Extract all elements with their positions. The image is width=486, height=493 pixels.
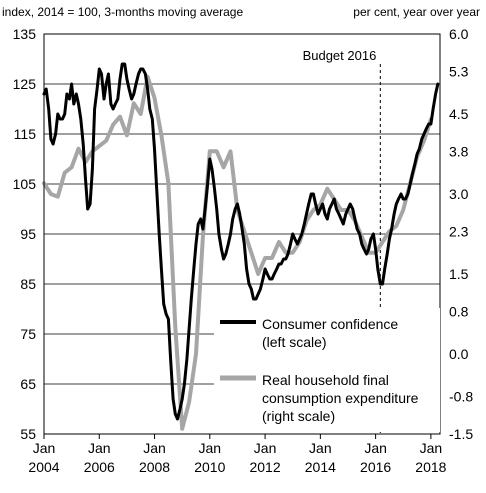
right-tick-label: 4.5	[449, 106, 469, 122]
budget-2016-label: Budget 2016	[303, 48, 377, 63]
x-tick-year: 2006	[84, 459, 115, 475]
x-axis-tick-labels: Jan 2004 Jan 2006 Jan 2008 Jan 2010 Jan 2012 Jan 20…	[28, 434, 447, 475]
x-tick-month: Jan	[143, 440, 166, 456]
x-tick-month: Jan	[420, 440, 443, 456]
left-axis-tick-labels: 135 125 115 105 95 85 75 65 55	[13, 26, 37, 442]
legend-background	[214, 308, 440, 432]
right-tick-label: 5.3	[449, 63, 469, 79]
right-tick-label: 1.5	[449, 266, 469, 282]
left-tick-label: 125	[13, 76, 37, 92]
x-tick-month: Jan	[364, 440, 387, 456]
right-tick-label: -1.5	[449, 426, 473, 442]
x-tick-month: Jan	[254, 440, 277, 456]
right-tick-label: -0.8	[449, 389, 473, 405]
legend-label: Real household final consumption expendit…	[262, 372, 419, 424]
legend-label: Consumer confidence (left scale)	[262, 316, 398, 350]
x-tick-year: 2014	[305, 459, 336, 475]
right-tick-label: 0.8	[449, 303, 469, 319]
x-tick-month: Jan	[309, 440, 332, 456]
left-tick-label: 55	[20, 426, 36, 442]
left-tick-label: 135	[13, 26, 37, 42]
right-tick-label: 0.0	[449, 346, 469, 362]
plot-frame	[43, 33, 441, 435]
left-tick-label: 85	[20, 276, 36, 292]
right-tick-label: 2.3	[449, 223, 469, 239]
x-tick-year: 2012	[249, 459, 280, 475]
x-tick-month: Jan	[88, 440, 111, 456]
right-tick-label: 3.8	[449, 143, 469, 159]
legend: Consumer confidence (left scale) Real hous…	[214, 308, 440, 432]
right-axis-tick-labels: 6.0 5.3 4.5 3.8 3.0 2.3 1.5 0.8 0.0 -0.8 -1.5	[449, 26, 473, 442]
right-tick-label: 3.0	[449, 186, 469, 202]
series-lines	[42, 62, 440, 431]
left-tick-label: 75	[20, 326, 36, 342]
left-tick-label: 105	[13, 176, 37, 192]
left-axis-title: index, 2014 = 100, 3-months moving avera…	[2, 5, 243, 19]
right-axis-title: per cent, year over year	[353, 5, 480, 19]
x-tick-year: 2004	[28, 459, 59, 475]
consumer-confidence-line	[42, 62, 440, 421]
x-tick-year: 2008	[139, 459, 170, 475]
x-tick-month: Jan	[33, 440, 56, 456]
right-tick-label: 6.0	[449, 26, 469, 42]
left-tick-label: 95	[20, 226, 36, 242]
x-tick-year: 2016	[360, 459, 391, 475]
left-tick-label: 65	[20, 376, 36, 392]
x-tick-year: 2010	[194, 459, 225, 475]
x-tick-year: 2018	[415, 459, 446, 475]
x-tick-month: Jan	[199, 440, 222, 456]
left-tick-label: 115	[14, 126, 37, 142]
